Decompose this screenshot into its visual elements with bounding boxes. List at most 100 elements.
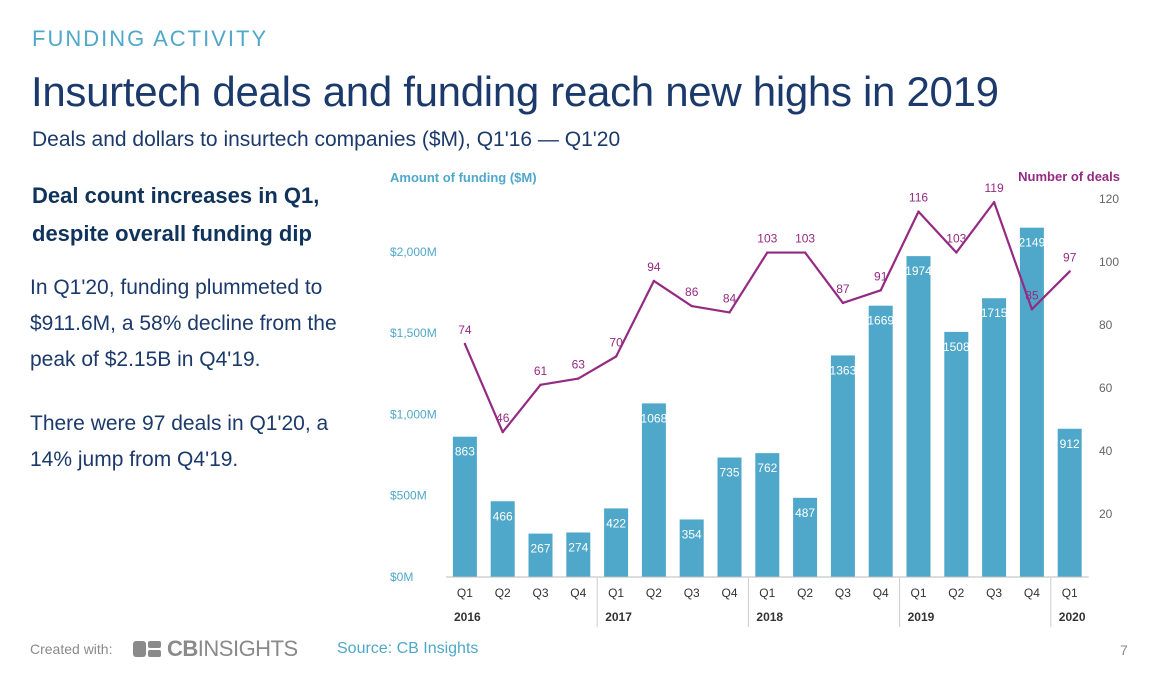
funding-bar [944,331,969,577]
deals-point [577,377,580,380]
left-axis-title: Amount of funding ($M) [390,170,537,185]
x-tick-label: Q1 [759,586,775,600]
x-tick-label: Q4 [1024,586,1040,600]
deals-point [841,301,845,305]
logo-text-bold: CB [167,636,198,661]
cb-insights-logo: CB INSIGHTS [133,636,298,662]
deals-value-label: 116 [909,191,928,205]
year-label: 2016 [454,610,481,624]
deals-point [539,383,542,387]
funding-bar [1019,227,1044,577]
x-tick-label: Q1 [608,586,624,600]
deals-value-label: 97 [1063,250,1077,264]
deals-point [879,289,882,292]
funding-bar [1057,428,1082,577]
left-tick-label: $1,500M [390,326,437,340]
deals-point [955,251,958,254]
funding-bar [793,497,818,577]
deals-value-label: 85 [1025,288,1039,302]
callout-heading: Deal count increases in Q1, despite over… [32,177,362,253]
created-with-label: Created with: [30,641,113,657]
funding-value-label: 1669 [867,314,894,328]
funding-bar [452,436,477,577]
x-tick-label: Q3 [532,586,548,600]
funding-value-label: 1974 [905,264,932,278]
x-tick-label: Q2 [797,586,813,600]
left-tick-label: $500M [390,489,427,503]
deals-value-label: 70 [609,336,623,350]
deals-point [766,251,769,254]
right-axis-title: Number of deals [1018,169,1120,184]
deals-value-label: 63 [572,358,586,372]
deals-point [728,311,731,314]
x-tick-label: Q3 [986,586,1002,600]
funding-value-label: 274 [568,540,588,554]
year-label: 2020 [1059,610,1086,624]
left-tick-label: $2,000M [390,245,437,259]
deals-value-label: 87 [836,282,850,296]
paragraph-line: peak of $2.15B in Q4'19. [30,348,261,371]
source-link[interactable]: Source: CB Insights [337,640,479,657]
summary-paragraph-funding: In Q1'20, funding plummeted to $911.6M, … [30,270,360,378]
deals-value-label: 94 [647,260,661,274]
right-tick-label: 60 [1099,381,1113,395]
x-tick-label: Q2 [495,586,511,600]
paragraph-line: There were 97 deals in Q1'20, a [30,412,329,435]
year-label: 2018 [756,610,783,624]
x-tick-label: Q1 [910,586,926,600]
x-tick-label: Q4 [873,586,889,600]
funding-value-label: 1715 [981,306,1008,320]
funding-value-label: 735 [719,466,739,480]
funding-bar [830,355,855,577]
callout-line: despite overall funding dip [32,221,312,246]
deals-value-label: 61 [534,364,548,378]
funding-bar [604,508,629,577]
funding-value-label: 466 [493,509,513,523]
deals-point [1068,270,1071,273]
funding-value-label: 1363 [830,363,857,377]
deals-value-label: 103 [795,232,815,246]
deals-value-label: 91 [874,269,888,283]
paragraph-line: In Q1'20, funding plummeted to [30,276,323,299]
page-subtitle: Deals and dollars to insurtech companies… [32,128,621,151]
funding-value-label: 1068 [641,411,668,425]
funding-bar [717,457,742,577]
funding-value-label: 422 [606,516,626,530]
deals-value-label: 86 [685,285,699,299]
x-tick-label: Q4 [721,586,737,600]
deals-point [652,279,656,283]
x-tick-label: Q2 [948,586,964,600]
funding-bar [679,519,704,577]
right-tick-label: 20 [1099,507,1113,521]
x-tick-label: Q2 [646,586,662,600]
right-tick-label: 100 [1099,255,1119,269]
x-tick-label: Q4 [570,586,586,600]
deals-point [501,430,504,434]
funding-bar [982,298,1007,577]
page-number: 7 [1120,642,1128,658]
funding-bar [755,453,780,577]
deals-value-label: 103 [757,232,777,246]
deals-value-label: 119 [985,181,1004,195]
funding-bar [906,256,931,577]
funding-value-label: 267 [530,542,550,556]
funding-bar [528,533,553,577]
deals-value-label: 74 [458,323,472,337]
x-tick-label: Q1 [1062,586,1078,600]
deals-point [690,304,693,308]
funding-value-label: 487 [795,506,815,520]
right-tick-label: 120 [1099,192,1119,206]
funding-bar [641,403,666,577]
deals-value-label: 84 [723,291,737,305]
x-tick-label: Q3 [684,586,700,600]
x-tick-label: Q1 [457,586,473,600]
section-eyebrow: FUNDING ACTIVITY [32,26,269,51]
logo-text: INSIGHTS [197,636,298,661]
funding-bar [490,501,515,577]
funding-deals-chart: Amount of funding ($M) $0M $500M $1,000M $1,… [390,169,1120,627]
funding-value-label: 1508 [943,340,970,354]
deals-point [917,210,920,213]
deals-point [1030,308,1034,311]
funding-value-label: 863 [455,445,475,459]
cb-insights-logo-icon [133,641,161,657]
